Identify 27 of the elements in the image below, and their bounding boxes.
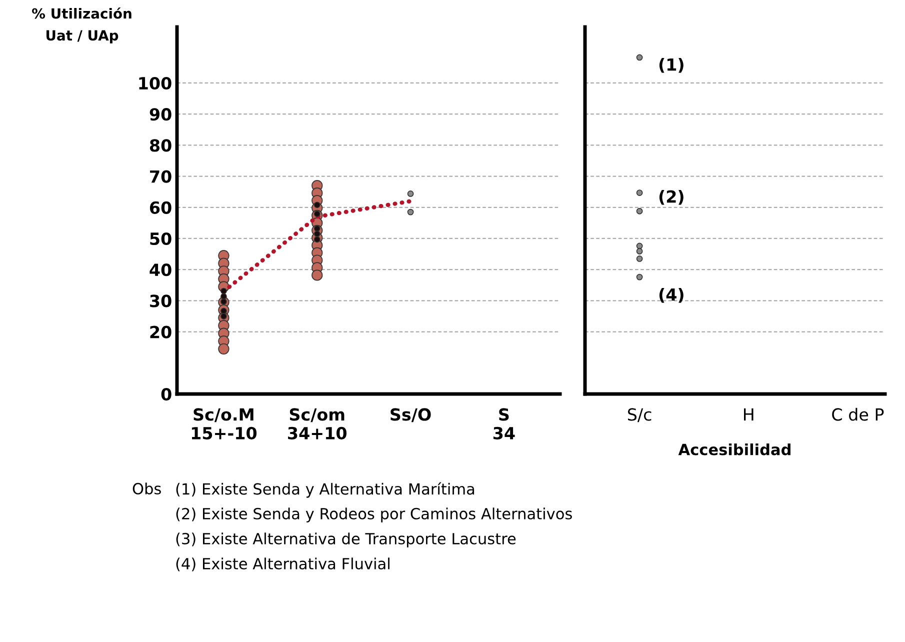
y-tick-label: 20 xyxy=(150,326,172,338)
x-tick-label: S 34 xyxy=(493,408,515,440)
x-tick-label: S/c xyxy=(628,408,652,422)
x-tick-label: Sc/o.M 15+-10 xyxy=(192,408,257,440)
y-tick-label: 100 xyxy=(139,76,172,90)
y-tick-label: 50 xyxy=(150,232,172,246)
y-axis-title: % Utilización Uat / UAp xyxy=(32,7,132,44)
annotation: (2) xyxy=(659,190,684,205)
y-tick-label: 80 xyxy=(150,139,172,152)
y-tick-label: 40 xyxy=(150,264,172,276)
y-tick-label: 90 xyxy=(150,108,172,121)
text: (1) Existe Senda y Alternativa Marítima xyxy=(176,482,474,498)
annotation: (4) xyxy=(659,288,684,303)
x-tick-label: Sc/om 34+10 xyxy=(288,408,346,440)
x-axis-title: Accesibilidad xyxy=(678,443,790,456)
x-tick-label: C de P xyxy=(832,408,884,421)
text: Obs xyxy=(132,482,161,494)
text: (3) Existe Alternativa de Transporte Lacustre xyxy=(176,532,516,548)
y-tick-label: 0 xyxy=(161,388,172,401)
annotation: (1) xyxy=(659,58,684,73)
text: (2) Existe Senda y Rodeos por Caminos Alternativos xyxy=(176,508,572,522)
x-tick-label: H xyxy=(744,408,754,421)
text: (4) Existe Alternativa Fluvial xyxy=(176,558,390,572)
y-tick-label: 70 xyxy=(150,170,172,183)
y-tick-label: 30 xyxy=(150,294,172,308)
x-tick-label: Ss/O xyxy=(390,408,431,422)
y-tick-label: 60 xyxy=(150,201,172,214)
